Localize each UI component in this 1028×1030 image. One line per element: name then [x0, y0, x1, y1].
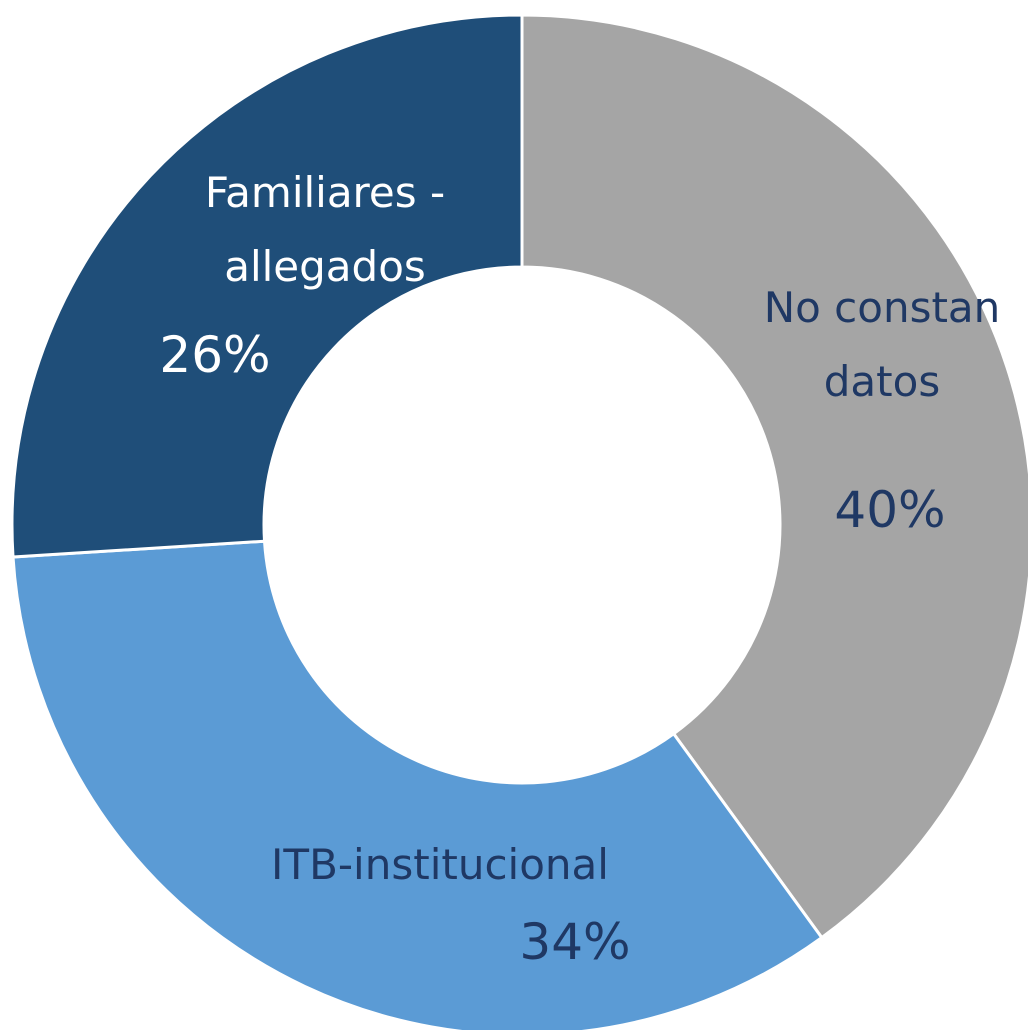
slice-label: No constan datos: [763, 283, 1001, 406]
value-label: 34%: [519, 913, 631, 971]
value-label: 26%: [159, 326, 271, 384]
slice-label: ITB-institucional: [271, 840, 609, 889]
donut-slice: [520, 13, 1028, 940]
slice-label: Familiares - allegados: [204, 168, 446, 291]
donut-slice: [10, 13, 524, 559]
donut-slice: [11, 539, 824, 1030]
value-label: 40%: [834, 481, 946, 539]
